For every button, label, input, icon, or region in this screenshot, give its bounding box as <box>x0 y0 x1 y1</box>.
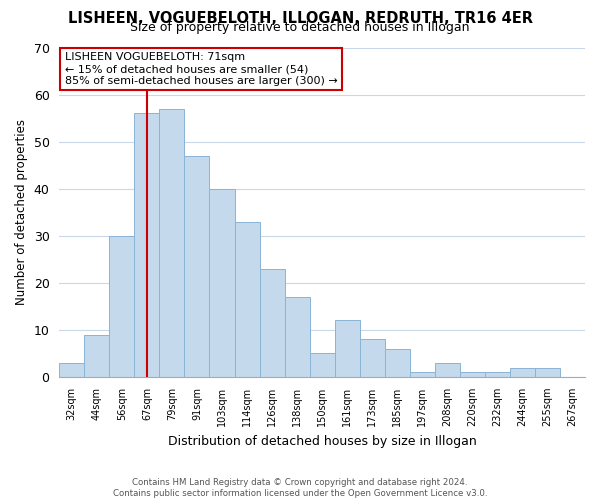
Bar <box>85 334 109 377</box>
Bar <box>359 340 385 377</box>
Bar <box>284 297 310 377</box>
Bar <box>184 156 209 377</box>
Bar <box>385 348 410 377</box>
Bar <box>410 372 435 377</box>
Bar <box>535 368 560 377</box>
Bar <box>134 114 160 377</box>
Y-axis label: Number of detached properties: Number of detached properties <box>15 119 28 305</box>
Bar <box>435 363 460 377</box>
Bar <box>235 222 260 377</box>
Bar <box>485 372 510 377</box>
Bar <box>310 354 335 377</box>
Text: LISHEEN, VOGUEBELOTH, ILLOGAN, REDRUTH, TR16 4ER: LISHEEN, VOGUEBELOTH, ILLOGAN, REDRUTH, … <box>67 11 533 26</box>
Text: Size of property relative to detached houses in Illogan: Size of property relative to detached ho… <box>130 21 470 34</box>
Bar <box>510 368 535 377</box>
Bar <box>209 188 235 377</box>
X-axis label: Distribution of detached houses by size in Illogan: Distribution of detached houses by size … <box>168 434 476 448</box>
Bar <box>160 108 184 377</box>
Text: Contains HM Land Registry data © Crown copyright and database right 2024.
Contai: Contains HM Land Registry data © Crown c… <box>113 478 487 498</box>
Bar <box>460 372 485 377</box>
Bar <box>335 320 359 377</box>
Bar <box>109 236 134 377</box>
Bar <box>260 268 284 377</box>
Bar <box>59 363 85 377</box>
Text: LISHEEN VOGUEBELOTH: 71sqm
← 15% of detached houses are smaller (54)
85% of semi: LISHEEN VOGUEBELOTH: 71sqm ← 15% of deta… <box>65 52 337 86</box>
